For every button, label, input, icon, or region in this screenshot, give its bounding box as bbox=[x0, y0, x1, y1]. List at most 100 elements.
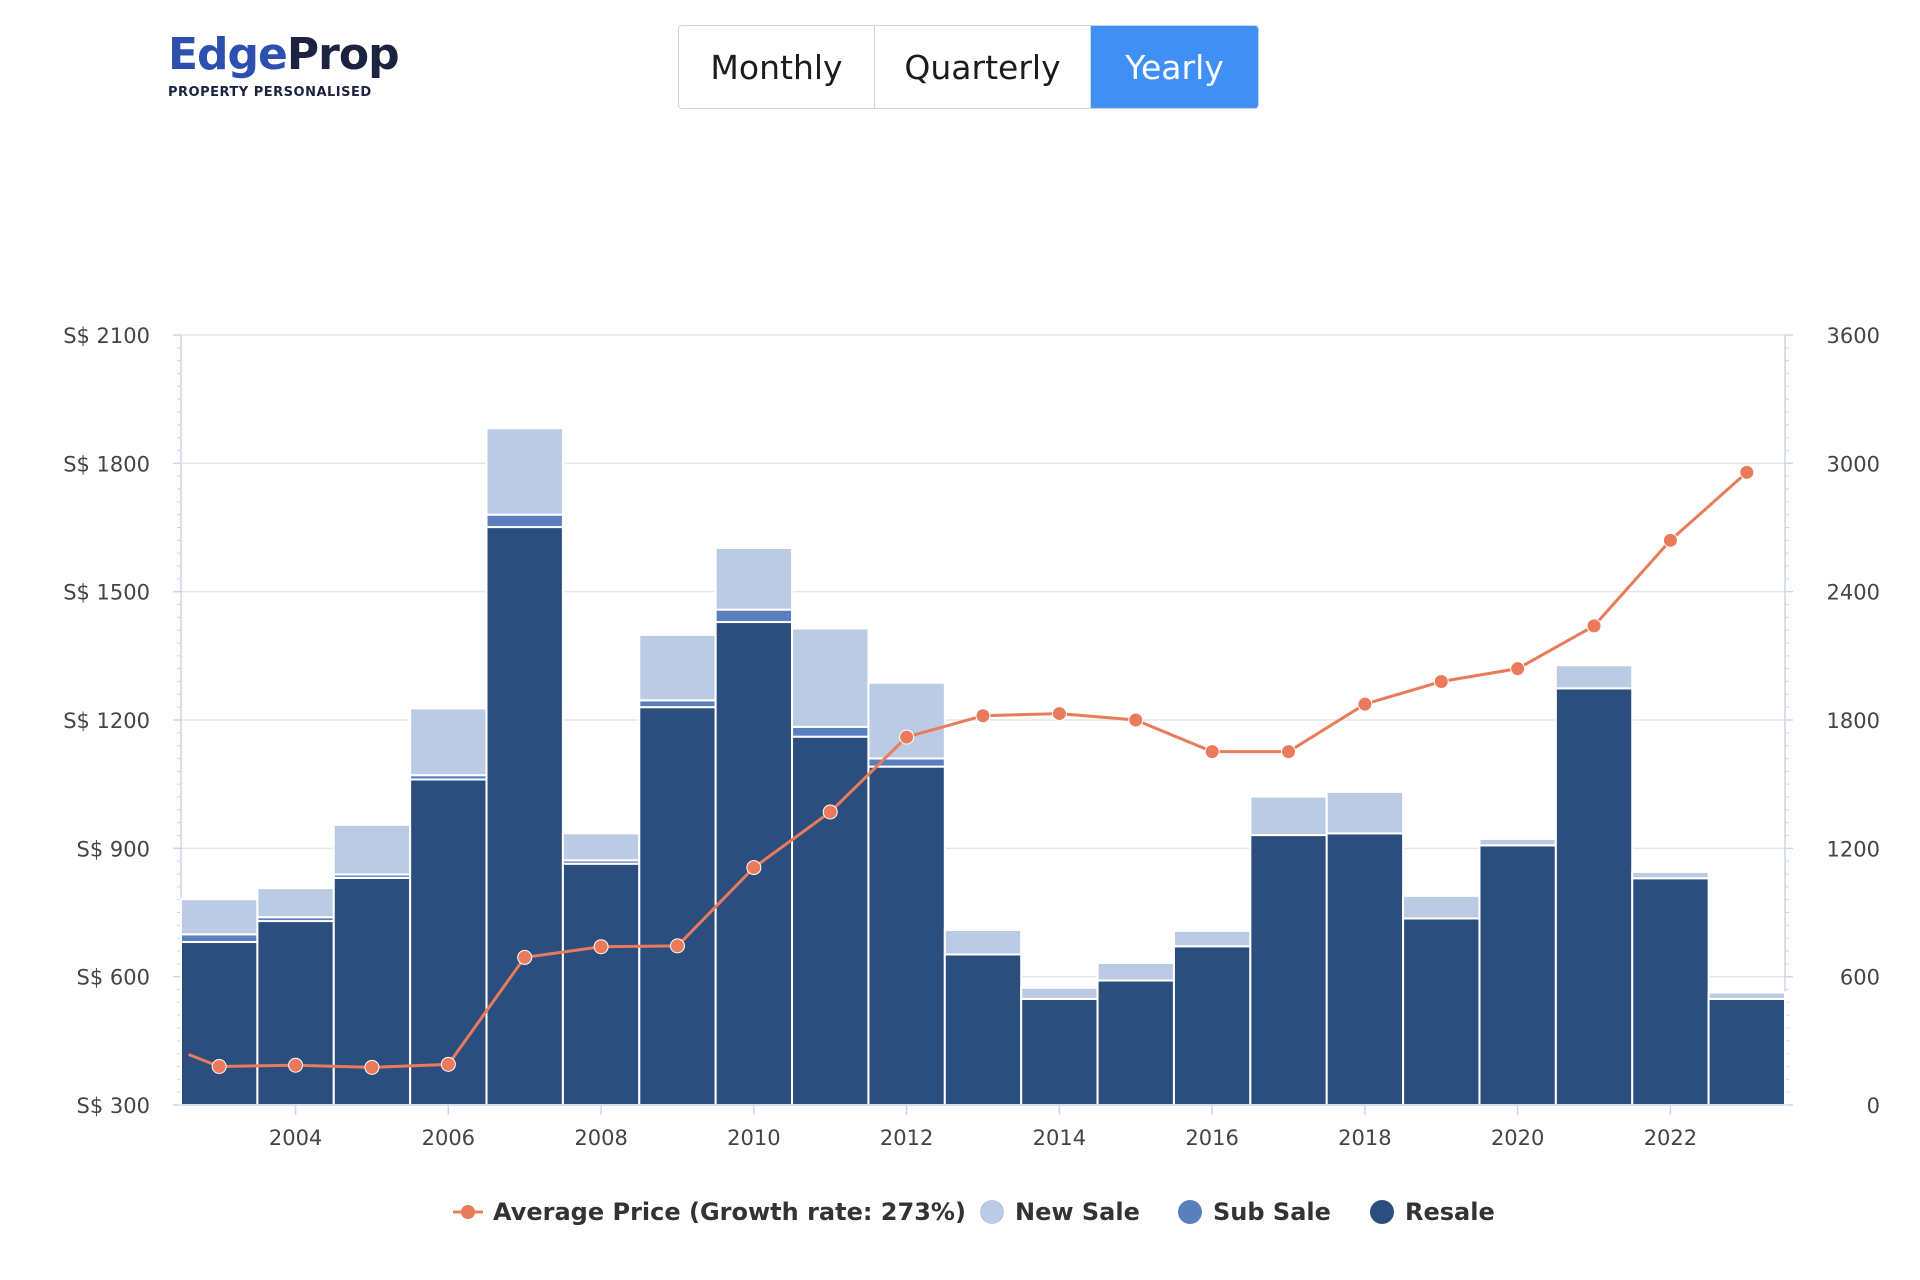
avg-price-point bbox=[440, 1056, 456, 1072]
bar-sub-sale bbox=[485, 513, 564, 529]
right-tick-label: 1800 bbox=[1827, 709, 1880, 733]
legend-label: Average Price (Growth rate: 273%) bbox=[493, 1198, 966, 1226]
x-tick-label: 2010 bbox=[727, 1126, 780, 1150]
right-tick-label: 1200 bbox=[1827, 837, 1880, 861]
bar-new-sale bbox=[1096, 961, 1175, 982]
bar-resale bbox=[180, 941, 259, 1106]
legend-item: New Sale bbox=[980, 1198, 1140, 1226]
avg-price-point bbox=[746, 860, 762, 876]
legend-dot-marker bbox=[1178, 1200, 1202, 1224]
yearly-button[interactable]: Yearly bbox=[1091, 26, 1258, 108]
legend-dot-marker bbox=[980, 1200, 1004, 1224]
legend-item: Sub Sale bbox=[1178, 1198, 1331, 1226]
bar-new-sale bbox=[1172, 929, 1252, 948]
x-tick-label: 2008 bbox=[574, 1126, 627, 1150]
avg-price-point bbox=[669, 938, 685, 954]
avg-price-point bbox=[975, 708, 991, 724]
avg-price-point bbox=[899, 729, 915, 745]
avg-price-point bbox=[288, 1057, 304, 1073]
bar-sub-sale bbox=[791, 725, 870, 738]
avg-price-point bbox=[1510, 661, 1526, 677]
bar-resale bbox=[1096, 979, 1175, 1106]
chart-legend: Average Price (Growth rate: 273%) New Sal… bbox=[453, 1198, 1495, 1226]
legend-label: New Sale bbox=[1015, 1198, 1140, 1226]
bar-resale bbox=[1020, 997, 1099, 1107]
x-tick-label: 2014 bbox=[1033, 1126, 1086, 1150]
avg-price-point bbox=[211, 1059, 227, 1074]
bar-new-sale bbox=[791, 627, 870, 728]
bar-new-sale bbox=[714, 547, 794, 611]
legend-item: Average Price (Growth rate: 273%) bbox=[453, 1198, 966, 1226]
x-tick-label: 2018 bbox=[1338, 1126, 1391, 1150]
right-tick-label: 3000 bbox=[1827, 452, 1880, 476]
avg-price-point bbox=[1433, 674, 1449, 689]
left-tick-label: S$ 1500 bbox=[63, 581, 150, 605]
bar-resale bbox=[1172, 945, 1252, 1106]
bar-resale bbox=[256, 920, 335, 1106]
bar-new-sale bbox=[867, 681, 946, 760]
bar-resale bbox=[1478, 844, 1557, 1106]
bar-new-sale bbox=[638, 633, 717, 702]
bar-resale bbox=[943, 953, 1023, 1107]
bar-new-sale bbox=[332, 823, 412, 876]
right-tick-label: 600 bbox=[1840, 966, 1880, 990]
bar-resale bbox=[409, 778, 488, 1106]
bar-resale bbox=[867, 765, 946, 1107]
left-tick-label: S$ 600 bbox=[77, 966, 150, 990]
bar-sub-sale bbox=[638, 699, 717, 709]
logo-wordmark-prop: Prop bbox=[286, 29, 400, 80]
x-tick-label: 2004 bbox=[269, 1126, 322, 1150]
legend-label: Sub Sale bbox=[1213, 1198, 1331, 1226]
bar-new-sale bbox=[1249, 795, 1328, 837]
bar-resale bbox=[1554, 687, 1634, 1106]
bar-new-sale bbox=[1402, 894, 1481, 920]
bar-resale bbox=[1631, 877, 1710, 1106]
x-tick-label: 2020 bbox=[1491, 1126, 1544, 1150]
left-tick-label: S$ 1200 bbox=[63, 709, 150, 733]
bar-new-sale bbox=[256, 887, 335, 919]
x-tick-label: 2006 bbox=[422, 1126, 475, 1150]
logo-wordmark-edge: Edge bbox=[168, 29, 288, 80]
avg-price-point bbox=[1357, 696, 1373, 712]
avg-price-point bbox=[1204, 744, 1220, 760]
left-tick-label: S$ 2100 bbox=[63, 324, 150, 348]
logo-tagline: PROPERTY PERSONALISED bbox=[168, 85, 372, 100]
quarterly-button[interactable]: Quarterly bbox=[875, 26, 1091, 108]
logo-wordmark: EdgeProp bbox=[168, 33, 400, 77]
bar-new-sale bbox=[1478, 837, 1557, 847]
left-tick-label: S$ 900 bbox=[77, 837, 150, 861]
bar-resale bbox=[638, 706, 717, 1107]
bar-new-sale bbox=[1020, 986, 1099, 1000]
edgeprop-logo[interactable]: EdgeProp PROPERTY PERSONALISED bbox=[168, 25, 400, 105]
legend-item: Resale bbox=[1370, 1198, 1495, 1226]
x-tick-label: 2022 bbox=[1644, 1126, 1697, 1150]
bar-new-sale bbox=[1631, 870, 1710, 880]
bar-new-sale bbox=[561, 832, 641, 862]
monthly-button[interactable]: Monthly bbox=[679, 26, 875, 108]
bar-sub-sale bbox=[714, 608, 794, 624]
avg-price-point bbox=[517, 949, 533, 965]
right-tick-label: 0 bbox=[1867, 1094, 1880, 1118]
avg-price-point bbox=[1128, 712, 1144, 728]
bar-sub-sale bbox=[180, 933, 259, 944]
bar-new-sale bbox=[1325, 790, 1405, 835]
period-toggle: Monthly Quarterly Yearly bbox=[678, 25, 1259, 109]
bar-new-sale bbox=[409, 707, 488, 777]
right-tick-label: 2400 bbox=[1827, 581, 1880, 605]
legend-label: Resale bbox=[1405, 1198, 1495, 1226]
bar-resale bbox=[485, 526, 564, 1106]
avg-price-point bbox=[1281, 744, 1297, 760]
legend-dot-marker bbox=[461, 1205, 475, 1219]
bar-new-sale bbox=[1707, 991, 1786, 1000]
legend-dot-marker bbox=[1370, 1200, 1394, 1224]
bar-resale bbox=[1707, 997, 1786, 1107]
right-tick-label: 3600 bbox=[1827, 324, 1880, 348]
x-tick-label: 2016 bbox=[1185, 1126, 1238, 1150]
bar-resale bbox=[791, 735, 870, 1107]
avg-price-point bbox=[1739, 464, 1755, 480]
avg-price-point bbox=[364, 1059, 380, 1075]
avg-price-line bbox=[188, 471, 1748, 1069]
avg-price-point bbox=[1662, 532, 1678, 548]
x-tick-label: 2012 bbox=[880, 1126, 933, 1150]
left-tick-label: S$ 300 bbox=[77, 1094, 150, 1118]
